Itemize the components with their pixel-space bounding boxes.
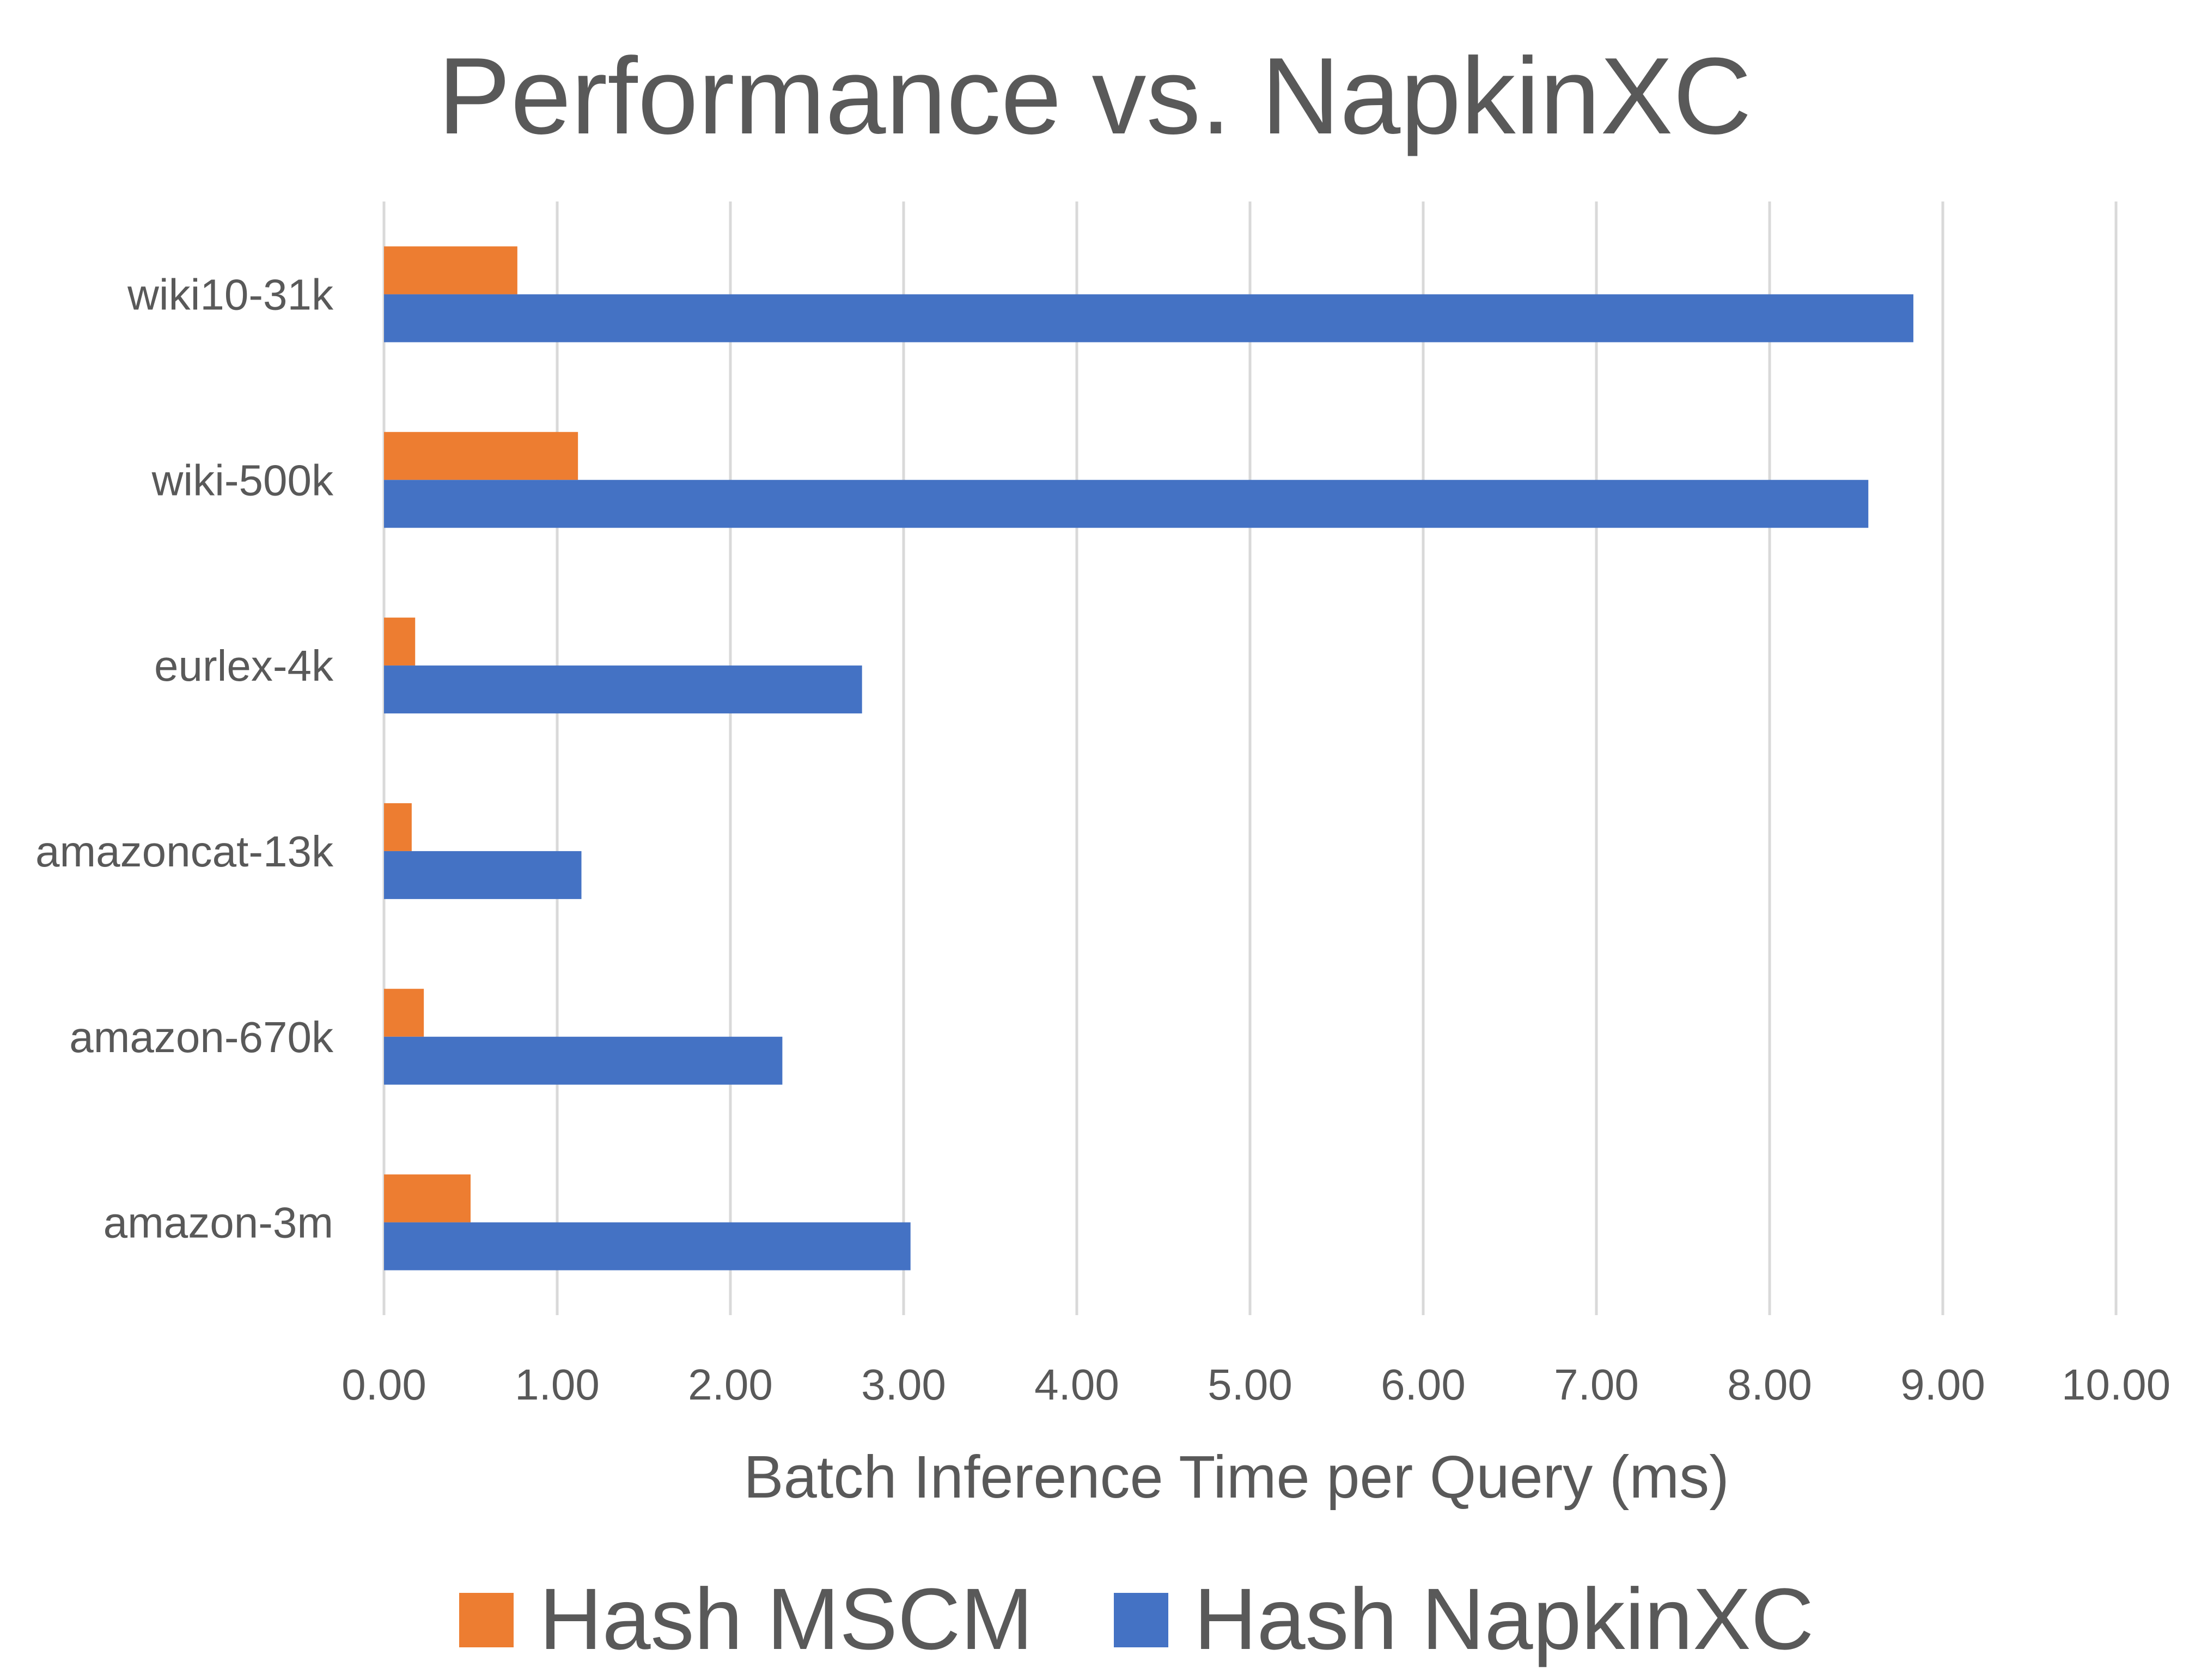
category-label-amazon-3m: amazon-3m xyxy=(103,1199,333,1247)
x-tick-label-2: 2.00 xyxy=(688,1360,773,1409)
x-tick-labels: 0.00 1.00 2.00 3.00 4.00 5.00 6.00 7.00 8.00 9.00… xyxy=(342,1360,2170,1409)
category-label-wiki10-31k: wiki10-31k xyxy=(127,270,334,319)
category-labels: wiki10-31k wiki-500k eurlex-4k amazoncat-13… xyxy=(35,270,334,1247)
x-tick-label-3: 3.00 xyxy=(861,1360,946,1409)
legend-swatch-0 xyxy=(459,1593,514,1647)
x-axis-title: Batch Inference Time per Query (ms) xyxy=(743,1444,1729,1511)
bar-hash-napkinxc-amazoncat-13k xyxy=(384,851,582,899)
gridlines xyxy=(382,201,2118,1315)
category-label-amazoncat-13k: amazoncat-13k xyxy=(35,827,334,876)
category-label-eurlex-4k: eurlex-4k xyxy=(154,642,334,690)
bar-hash-napkinxc-wiki-500k xyxy=(384,480,1869,528)
x-tick-label-0: 0.00 xyxy=(342,1360,426,1409)
bar-hash-napkinxc-wiki10-31k xyxy=(384,294,1913,343)
bar-hash-napkinxc-amazon-670k xyxy=(384,1036,783,1085)
category-label-amazon-670k: amazon-670k xyxy=(69,1013,334,1061)
bar-hash-napkinxc-eurlex-4k xyxy=(384,665,862,714)
bar-hash-mscm-amazon-3m xyxy=(384,1174,471,1223)
legend-label-0: Hash MSCM xyxy=(539,1570,1033,1667)
x-tick-label-9: 9.00 xyxy=(1900,1360,1985,1409)
legend-label-1: Hash NapkinXC xyxy=(1194,1570,1814,1667)
x-tick-label-1: 1.00 xyxy=(515,1360,600,1409)
chart-title: Performance vs. NapkinXC xyxy=(438,35,1752,157)
legend: Hash MSCM Hash NapkinXC xyxy=(459,1570,1814,1667)
category-label-wiki-500k: wiki-500k xyxy=(151,456,334,504)
x-tick-label-10: 10.00 xyxy=(2062,1360,2170,1409)
bars xyxy=(384,246,1913,1270)
bar-hash-napkinxc-amazon-3m xyxy=(384,1222,911,1270)
x-tick-label-6: 6.00 xyxy=(1381,1360,1466,1409)
bar-hash-mscm-wiki-500k xyxy=(384,432,578,480)
x-tick-label-5: 5.00 xyxy=(1208,1360,1292,1409)
x-tick-label-4: 4.00 xyxy=(1034,1360,1119,1409)
bar-hash-mscm-wiki10-31k xyxy=(384,246,517,295)
x-tick-label-7: 7.00 xyxy=(1554,1360,1639,1409)
bar-hash-mscm-amazon-670k xyxy=(384,988,424,1037)
legend-swatch-1 xyxy=(1114,1593,1168,1647)
bar-hash-mscm-amazoncat-13k xyxy=(384,803,412,851)
bar-hash-mscm-eurlex-4k xyxy=(384,618,416,666)
x-tick-label-8: 8.00 xyxy=(1727,1360,1812,1409)
